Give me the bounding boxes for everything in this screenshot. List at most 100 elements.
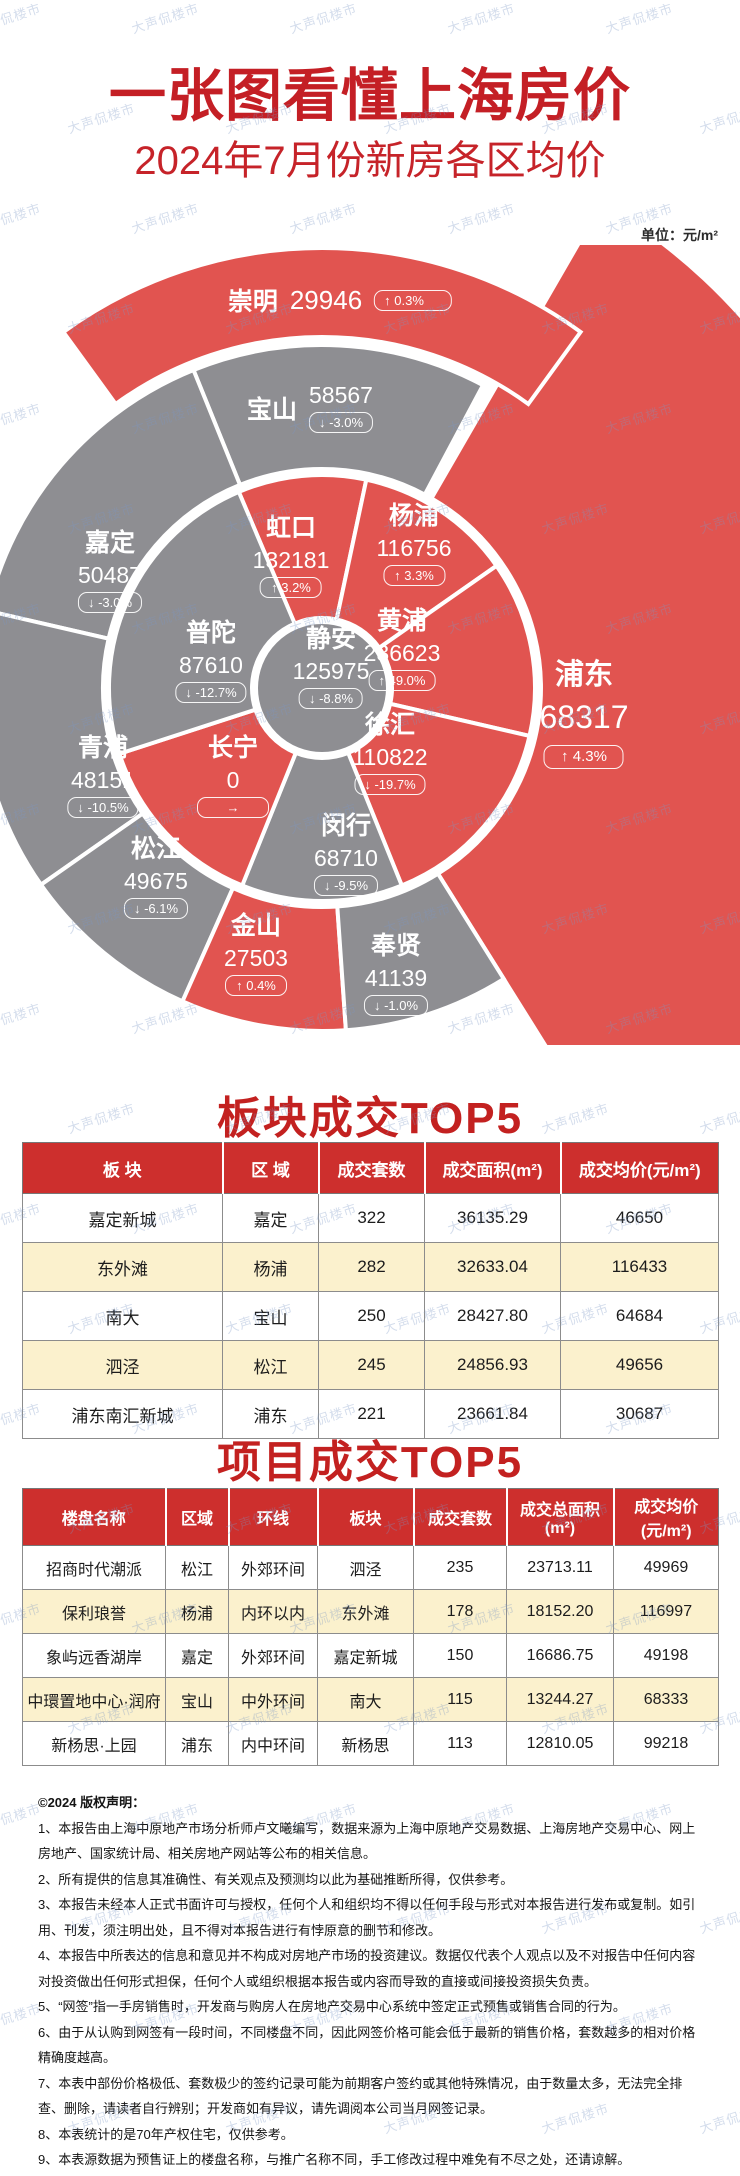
segment-jiading-label: 嘉定 50487 ↓ -3.0% <box>77 529 143 613</box>
column-header: 成交面积(m²) <box>424 1142 562 1194</box>
segment-huangpu-wedge <box>376 563 537 739</box>
change-badge: ↑ 4.3% <box>543 744 624 769</box>
district-name: 静安 <box>305 625 356 653</box>
table-row: 南大 宝山 250 28427.80 64684 <box>22 1291 719 1341</box>
segment-baoshan-wedge <box>190 343 486 498</box>
change-badge: ↑ 49.0% <box>368 669 436 691</box>
district-price: 27503 <box>224 944 288 971</box>
district-name: 奉贤 <box>370 932 422 960</box>
district-price: 110822 <box>352 743 428 770</box>
district-name: 长宁 <box>207 734 258 762</box>
column-header: 区域 <box>165 1488 230 1546</box>
district-price: 29946 <box>289 284 363 315</box>
district-name: 嘉定 <box>84 529 136 557</box>
note-item: 2、所有提供的信息其准确性、有关观点及预测均以此为基础推断所得，仅供参考。 <box>38 1871 514 1887</box>
segment-jinshan-wedge <box>179 885 349 1033</box>
change-badge: ↑ 3.2% <box>260 576 322 598</box>
district-price: 50487 <box>78 561 142 588</box>
column-header: 楼盘名称 <box>22 1488 167 1546</box>
district-price: 49675 <box>124 867 188 894</box>
column-header: 环线 <box>228 1488 319 1546</box>
copyright-line: ©2024 版权声明： <box>38 1795 146 1810</box>
note-item: 5、“网签”指一手房销售时，开发商与购房人在房地产交易中心系统中签定正式预售或销… <box>38 1999 626 2014</box>
change-badge: ↑ 3.3% <box>382 564 445 586</box>
district-price: 0 <box>226 766 240 793</box>
project-top5-title: 项目成交TOP5 <box>216 1438 524 1487</box>
district-name: 闵行 <box>320 812 372 840</box>
sector-top5-title: 板块成交TOP5 <box>216 1094 524 1143</box>
segment-yangpu-wedge <box>334 477 500 651</box>
segment-minhang-label: 闵行 68710 ↓ -9.5% <box>313 812 379 896</box>
district-price: 41139 <box>364 964 428 991</box>
column-header: 板块 <box>317 1488 415 1546</box>
district-price: 58567 <box>309 382 373 408</box>
segment-fengxian-label: 奉贤 41139 ↓ -1.0% <box>363 932 429 1016</box>
segment-hongkou-label: 虹口 132181 ↑ 3.2% <box>253 515 329 598</box>
segment-fengxian-wedge <box>335 870 507 1033</box>
project-top5-table: 楼盘名称 区域 环线 板块 成交套数 成交总面积(m²) 成交均价(元/m²) … <box>22 1488 719 1766</box>
segment-huangpu-label: 黄浦 236623 ↑ 49.0% <box>363 608 441 691</box>
page-title: 一张图看懂上海房价 <box>109 64 631 128</box>
change-badge: ↓ -19.7% <box>354 773 426 795</box>
table-row: 保利琅誉 杨浦 内环以内 东外滩 178 18152.20 116997 <box>22 1589 719 1634</box>
change-badge: ↓ -12.7% <box>175 681 247 703</box>
segment-jinshan-label: 金山 27503 ↑ 0.4% <box>224 913 288 996</box>
segment-songjiang-wedge <box>38 810 236 1004</box>
column-header: 成交套数 <box>413 1488 508 1546</box>
segment-chongming-label: 崇明 29946 ↑ 0.3% <box>227 282 453 318</box>
segment-putuo-label: 普陀 87610 ↓ -12.7% <box>175 620 247 703</box>
table-row: 东外滩 杨浦 282 32633.04 116433 <box>22 1242 719 1292</box>
segment-qingpu-label: 青浦 48151 ↓ -10.5% <box>67 734 139 818</box>
segment-jingan-label: 静安 125975 ↓ -8.8% <box>292 625 370 709</box>
change-badge: ↓ -1.0% <box>363 994 429 1016</box>
segment-jiading-wedge <box>0 367 243 642</box>
segment-pudong-label: 浦东 68317 ↑ 4.3% <box>539 659 629 769</box>
segment-xuhui-label: 徐汇 110822 ↓ -19.7% <box>352 712 428 795</box>
district-name: 崇明 <box>227 288 278 316</box>
table-header-row: 板 块 区 域 成交套数 成交面积(m²) 成交均价(元/m²) <box>22 1142 719 1194</box>
segment-yangpu-label: 杨浦 116756 ↑ 3.3% <box>376 503 452 586</box>
district-price: 48151 <box>71 766 135 793</box>
column-header: 成交均价(元/m²) <box>560 1142 719 1194</box>
change-badge: ↓ -8.8% <box>298 687 364 709</box>
change-badge: ↓ -3.0% <box>77 591 143 613</box>
table-row: 中環置地中心·润府 宝山 中外环间 南大 115 13244.27 68333 <box>22 1677 719 1722</box>
column-header: 板 块 <box>22 1142 224 1194</box>
note-item: 8、本表统计的是70年产权住宅，仅供参考。 <box>38 2126 294 2142</box>
note-item: 4、本报告中所表达的信息和意见并不构成对房地产市场的投资建议。数据仅代表个人观点… <box>38 1948 696 1989</box>
segment-xuhui-wedge <box>345 701 532 889</box>
district-price: 68710 <box>314 844 378 871</box>
note-item: 9、本表源数据为预售证上的楼盘名称，与推广名称不同，手工修改过程中难免有不尽之处… <box>38 2152 631 2167</box>
note-item: 6、由于从认购到网签有一段时间，不同楼盘不同，因此网签价格可能会低于最新的销售价… <box>38 2024 696 2066</box>
district-name: 浦东 <box>554 659 614 691</box>
table-row: 嘉定新城 嘉定 322 36135.29 46650 <box>22 1193 719 1243</box>
segment-songjiang-label: 松江 49675 ↓ -6.1% <box>123 836 189 919</box>
note-item: 3、本报告未经本人正式书面许可与授权，任何个人和组织均不得以任何手段与形式对本报… <box>38 1897 696 1938</box>
table-row: 泗泾 松江 245 24856.93 49656 <box>22 1340 719 1390</box>
district-price: 125975 <box>292 657 370 684</box>
segment-chongming-wedge <box>60 245 584 407</box>
district-price: 68317 <box>539 698 629 735</box>
district-price: 116756 <box>376 534 452 561</box>
sector-top5-table: 板 块 区 域 成交套数 成交面积(m²) 成交均价(元/m²) 嘉定新城 嘉定 3… <box>22 1142 719 1439</box>
column-header: 成交均价(元/m²) <box>613 1488 719 1546</box>
segment-pudong-wedge <box>428 245 740 1045</box>
page-subtitle: 2024年7月份新房各区均价 <box>134 139 606 183</box>
district-price: 87610 <box>179 651 243 678</box>
note-item: 7、本表中部份价格极低、套数极少的签约记录可能为前期客户签约或其他特殊情况，由于… <box>38 2075 683 2117</box>
column-header: 区 域 <box>222 1142 320 1194</box>
note-item: 1、本报告由上海中原地产市场分析师卢文曦编写，数据来源为上海中原地产交易数据、上… <box>38 1820 696 1862</box>
district-price: 236623 <box>363 639 441 666</box>
table-row: 新杨思·上园 浦东 内中环间 新杨思 113 12810.05 99218 <box>22 1721 719 1766</box>
district-name: 青浦 <box>77 734 128 762</box>
table-header-row: 楼盘名称 区域 环线 板块 成交套数 成交总面积(m²) 成交均价(元/m²) <box>22 1488 719 1546</box>
change-badge: ↓ -6.1% <box>123 897 189 919</box>
change-badge: ↓ -10.5% <box>67 796 139 818</box>
column-header: 成交套数 <box>318 1142 426 1194</box>
change-badge: → <box>197 796 269 818</box>
sunburst-svg <box>0 245 740 1045</box>
change-badge: ↑ 0.3% <box>374 289 453 311</box>
copyright-notes: ©2024 版权声明： 1、本报告由上海中原地产市场分析师卢文曦编写，数据来源为… <box>38 1790 706 2173</box>
change-badge: ↓ -9.5% <box>313 874 379 896</box>
